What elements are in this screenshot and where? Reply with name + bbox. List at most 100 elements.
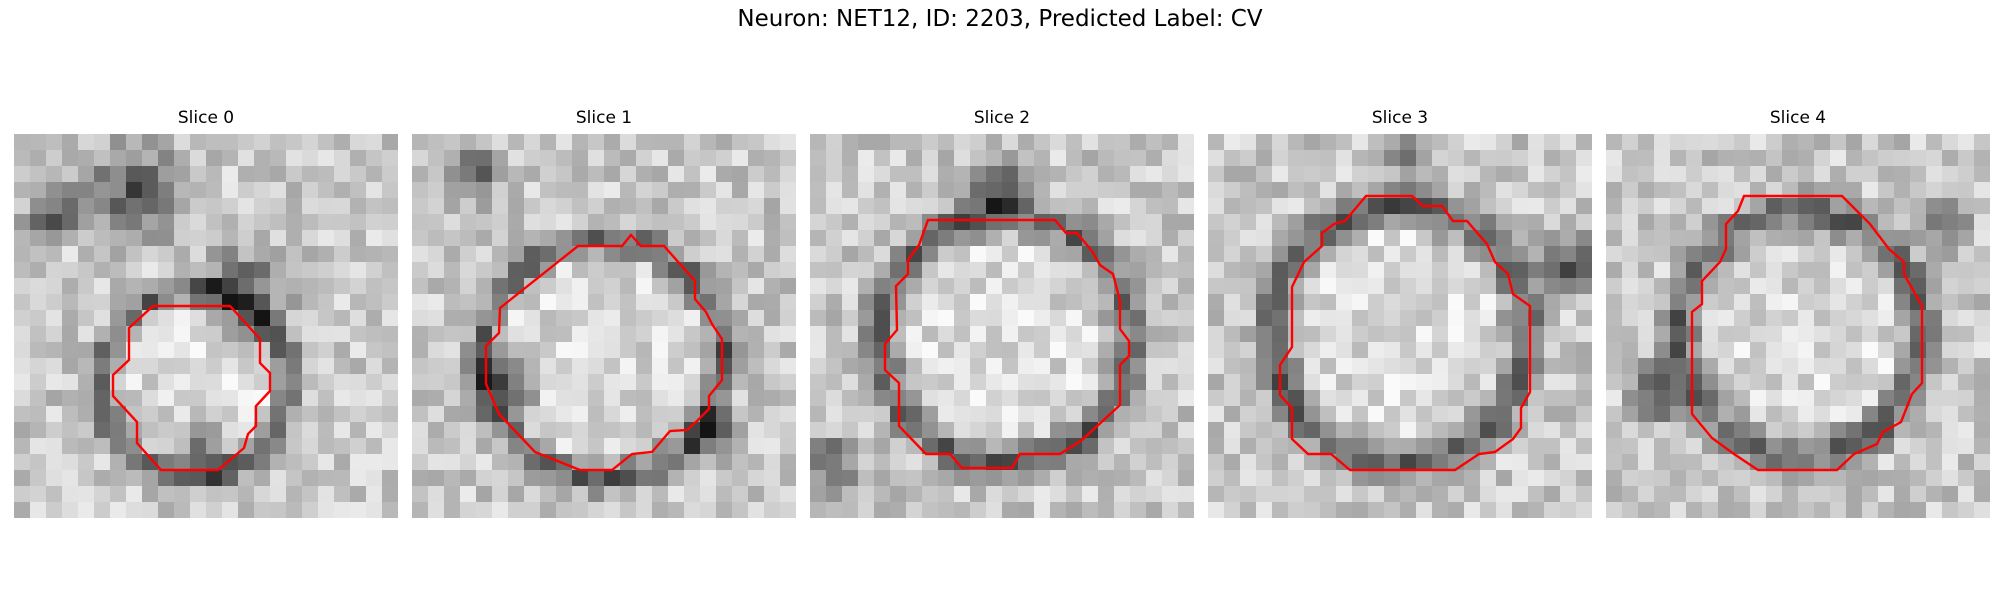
pixel-cell bbox=[1894, 486, 1910, 502]
pixel-cell bbox=[874, 406, 890, 422]
pixel-cell bbox=[158, 182, 174, 198]
pixel-cell bbox=[636, 150, 652, 166]
pixel-cell bbox=[1208, 134, 1224, 150]
pixel-cell bbox=[572, 278, 588, 294]
pixel-cell bbox=[1304, 310, 1320, 326]
pixel-cell bbox=[1974, 342, 1990, 358]
pixel-cell bbox=[238, 326, 254, 342]
pixel-cell bbox=[1702, 182, 1718, 198]
pixel-cell bbox=[986, 358, 1002, 374]
pixel-cell bbox=[444, 422, 460, 438]
pixel-cell bbox=[1050, 150, 1066, 166]
pixel-cell bbox=[1798, 134, 1814, 150]
pixel-cell bbox=[1208, 406, 1224, 422]
pixel-cell bbox=[556, 166, 572, 182]
pixel-cell bbox=[1512, 326, 1528, 342]
pixel-cell bbox=[412, 502, 428, 518]
pixel-cell bbox=[1686, 246, 1702, 262]
pixel-cell bbox=[412, 150, 428, 166]
pixel-cell bbox=[1926, 438, 1942, 454]
pixel-cell bbox=[1114, 150, 1130, 166]
pixel-cell bbox=[684, 182, 700, 198]
pixel-cell bbox=[938, 262, 954, 278]
pixel-cell bbox=[1862, 198, 1878, 214]
pixel-cell bbox=[556, 438, 572, 454]
pixel-cell bbox=[94, 166, 110, 182]
pixel-cell bbox=[222, 470, 238, 486]
pixel-cell bbox=[1734, 310, 1750, 326]
pixel-cell bbox=[780, 470, 796, 486]
pixel-cell bbox=[444, 342, 460, 358]
pixel-cell bbox=[700, 294, 716, 310]
pixel-cell bbox=[572, 198, 588, 214]
pixel-cell bbox=[1638, 390, 1654, 406]
pixel-cell bbox=[1894, 454, 1910, 470]
pixel-cell bbox=[890, 262, 906, 278]
pixel-cell bbox=[1894, 390, 1910, 406]
pixel-cell bbox=[1942, 230, 1958, 246]
pixel-cell bbox=[318, 310, 334, 326]
pixel-cell bbox=[1368, 166, 1384, 182]
pixel-cell bbox=[540, 246, 556, 262]
pixel-cell bbox=[1146, 486, 1162, 502]
pixel-cell bbox=[780, 486, 796, 502]
pixel-cell bbox=[1256, 326, 1272, 342]
pixel-cell bbox=[78, 342, 94, 358]
pixel-cell bbox=[508, 406, 524, 422]
pixel-cell bbox=[874, 390, 890, 406]
pixel-cell bbox=[1178, 454, 1194, 470]
pixel-cell bbox=[30, 374, 46, 390]
pixel-cell bbox=[1146, 358, 1162, 374]
pixel-cell bbox=[1432, 470, 1448, 486]
pixel-cell bbox=[78, 438, 94, 454]
slice-4-canvas bbox=[1606, 134, 1990, 518]
pixel-cell bbox=[1432, 150, 1448, 166]
pixel-cell bbox=[206, 358, 222, 374]
pixel-cell bbox=[954, 422, 970, 438]
pixel-cell bbox=[1416, 214, 1432, 230]
pixel-cell bbox=[588, 358, 604, 374]
pixel-cell bbox=[174, 454, 190, 470]
pixel-cell bbox=[938, 214, 954, 230]
pixel-cell bbox=[684, 134, 700, 150]
pixel-cell bbox=[1718, 278, 1734, 294]
pixel-cell bbox=[46, 294, 62, 310]
pixel-cell bbox=[826, 438, 842, 454]
pixel-cell bbox=[1130, 278, 1146, 294]
pixel-cell bbox=[110, 262, 126, 278]
pixel-cell bbox=[1416, 454, 1432, 470]
pixel-cell bbox=[1464, 214, 1480, 230]
pixel-cell bbox=[1304, 342, 1320, 358]
pixel-cell bbox=[954, 406, 970, 422]
pixel-cell bbox=[954, 198, 970, 214]
pixel-cell bbox=[1304, 406, 1320, 422]
pixel-cell bbox=[46, 470, 62, 486]
pixel-cell bbox=[1272, 214, 1288, 230]
pixel-cell bbox=[366, 198, 382, 214]
pixel-cell bbox=[222, 150, 238, 166]
pixel-cell bbox=[764, 470, 780, 486]
pixel-cell bbox=[1288, 182, 1304, 198]
pixel-cell bbox=[1878, 230, 1894, 246]
pixel-cell bbox=[1782, 502, 1798, 518]
pixel-cell bbox=[1798, 486, 1814, 502]
pixel-cell bbox=[826, 406, 842, 422]
pixel-cell bbox=[238, 422, 254, 438]
pixel-cell bbox=[286, 358, 302, 374]
pixel-cell bbox=[700, 438, 716, 454]
pixel-cell bbox=[1018, 166, 1034, 182]
pixel-cell bbox=[810, 166, 826, 182]
pixel-cell bbox=[1622, 326, 1638, 342]
pixel-cell bbox=[954, 262, 970, 278]
pixel-cell bbox=[780, 438, 796, 454]
pixel-cell bbox=[1400, 182, 1416, 198]
pixel-cell bbox=[492, 214, 508, 230]
pixel-cell bbox=[922, 454, 938, 470]
pixel-cell bbox=[428, 182, 444, 198]
pixel-cell bbox=[1464, 198, 1480, 214]
pixel-cell bbox=[222, 214, 238, 230]
pixel-cell bbox=[460, 310, 476, 326]
pixel-cell bbox=[110, 294, 126, 310]
pixel-cell bbox=[508, 278, 524, 294]
pixel-cell bbox=[716, 262, 732, 278]
